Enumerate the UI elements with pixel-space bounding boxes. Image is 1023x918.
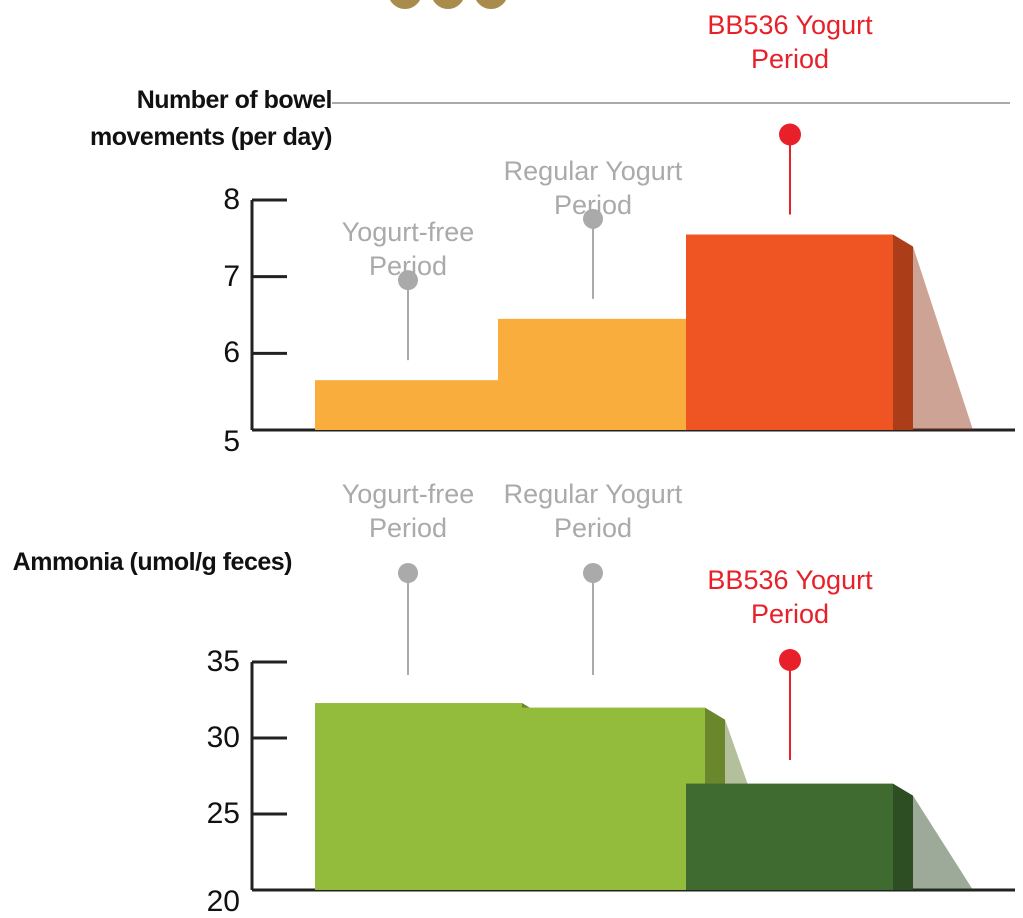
decor-dot [433,0,463,9]
pin-head [398,270,418,291]
pin-head [779,649,801,671]
pin-head [583,563,603,583]
y-tick-label: 6 [223,336,240,370]
bar [686,234,893,430]
bar-shadow [913,246,973,430]
y-tick-label: 8 [223,183,240,216]
y-tick-label: 25 [206,797,240,830]
pin-head [779,123,801,146]
bar [686,783,893,890]
bar-side [893,234,913,430]
category-label: BB536 Yogurt Period [682,7,898,76]
decor-dot [476,0,506,9]
chart-title: Number of bowel movements (per day) [0,82,333,156]
decor-dot [390,0,420,9]
y-tick-label: 20 [206,885,240,918]
bar [498,707,705,890]
bar-side [893,783,913,890]
y-tick-label: 35 [206,645,240,678]
bar [498,318,705,430]
y-tick-label: 5 [223,425,240,458]
chart-title: Ammonia (umol/g feces) [12,548,293,576]
pin-head [583,208,603,229]
bar-shadow [913,795,973,890]
category-label: Yogurt-free Period [341,479,475,543]
bar [315,703,522,890]
category-label: Regular Yogurt Period [503,479,683,543]
pin-head [398,563,418,583]
y-tick-label: 30 [206,721,240,754]
category-label: Yogurt-free Period [341,217,475,282]
category-label: BB536 Yogurt Period [707,565,873,629]
y-tick-label: 7 [223,259,240,293]
category-label: Regular Yogurt Period [503,155,683,220]
bar [315,380,522,430]
